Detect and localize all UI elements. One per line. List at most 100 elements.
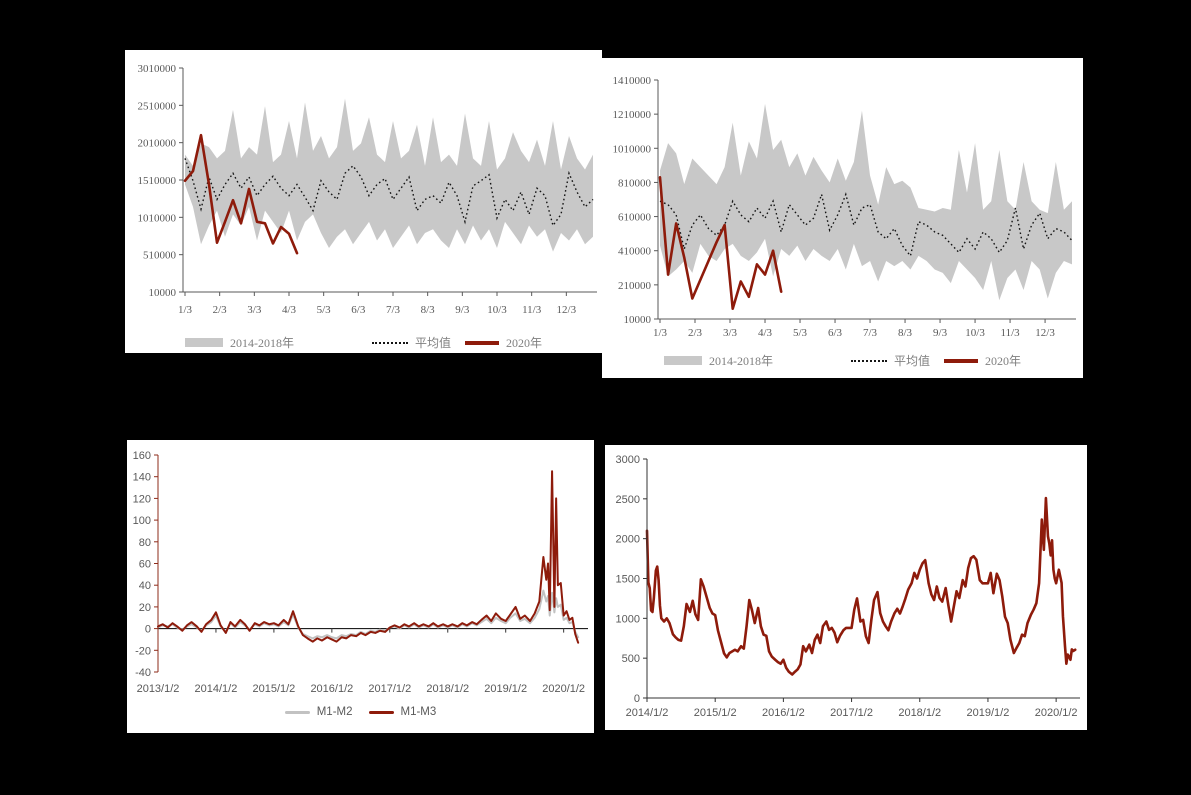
y-tick-label: 1210000 xyxy=(613,109,652,121)
x-tick-label: 2018/1/2 xyxy=(898,707,941,719)
gray-line-swatch-icon xyxy=(284,710,310,714)
legend-item-band: 2014-2018年 xyxy=(184,334,294,351)
x-tick-label: 3/3 xyxy=(723,327,738,339)
legend-label: 2014-2018年 xyxy=(229,336,294,350)
y-tick-label: 2000 xyxy=(616,534,640,546)
red-line-swatch-icon xyxy=(944,358,978,363)
x-tick-label: 2014/1/2 xyxy=(626,707,669,719)
--line xyxy=(645,496,1077,676)
x-tick-label: 7/3 xyxy=(863,327,878,339)
y-tick-label: 80 xyxy=(139,537,151,549)
x-tick-label: 7/3 xyxy=(386,304,401,316)
x-tick-label: 1/3 xyxy=(178,304,193,316)
x-tick-label: 2015/1/2 xyxy=(694,707,737,719)
m1-m2-line xyxy=(157,589,580,640)
x-tick-label: 2019/1/2 xyxy=(484,683,527,695)
chart-legend: M1-M2 M1-M3 xyxy=(127,706,594,718)
x-tick-label: 11/3 xyxy=(1000,327,1020,339)
m1-m3-line xyxy=(157,470,580,644)
chart-legend: 2014-2018年 平均值 2020年 xyxy=(602,352,1083,369)
2020--line xyxy=(658,176,783,311)
x-tick-label: 2016/1/2 xyxy=(762,707,805,719)
legend-item-m1-m2: M1-M2 xyxy=(284,706,353,718)
y-tick-label: 410000 xyxy=(618,246,652,258)
y-tick-label: 10000 xyxy=(624,314,652,326)
legend-label: M1-M2 xyxy=(316,706,353,718)
x-tick-label: 5/3 xyxy=(793,327,808,339)
x-tick-label: 6/3 xyxy=(351,304,366,316)
legend-label: 2020年 xyxy=(985,354,1022,368)
band-swatch-icon xyxy=(663,356,702,365)
x-tick-label: 11/3 xyxy=(522,304,542,316)
price-series-chart: 3000 2500 2000 1500 1000 500 0 2014/1/2 2015/1/2… xyxy=(616,454,1080,719)
legend-item-average: 平均值 xyxy=(371,334,451,351)
legend-item-band: 2014-2018年 xyxy=(663,352,773,369)
y-tick-label: 100 xyxy=(133,515,151,527)
legend-label: M1-M3 xyxy=(400,706,437,718)
legend-item-average: 平均值 xyxy=(850,352,930,369)
x-tick-label: 2014/1/2 xyxy=(195,683,238,695)
weekly-range-large-chart: 3010000 2510000 2010000 1510000 1010000 51000… xyxy=(138,63,597,316)
red-line-swatch-icon xyxy=(368,710,394,714)
chart-panel-weekly-range-small: 1410000 1210000 1010000 810000 610000 410000 2… xyxy=(602,58,1083,378)
y-tick-label: -40 xyxy=(135,667,151,679)
x-tick-label: 2020/1/2 xyxy=(542,683,585,695)
legend-label: 平均值 xyxy=(414,336,451,350)
y-tick-label: 3000 xyxy=(616,454,640,466)
band-area xyxy=(185,98,593,252)
x-tick-label: 2013/1/2 xyxy=(137,683,180,695)
x-tick-label: 1/3 xyxy=(653,327,668,339)
legend-label: 2020年 xyxy=(506,336,543,350)
x-tick-label: 9/3 xyxy=(933,327,948,339)
x-tick-label: 2016/1/2 xyxy=(310,683,353,695)
y-tick-label: 120 xyxy=(133,493,151,505)
y-tick-label: 160 xyxy=(133,450,151,462)
x-tick-label: 2/3 xyxy=(213,304,228,316)
y-tick-label: 60 xyxy=(139,559,151,571)
2020--line xyxy=(183,133,299,255)
legend-label: 2014-2018年 xyxy=(708,354,773,368)
y-tick-label: 2010000 xyxy=(138,138,177,150)
y-tick-label: 1410000 xyxy=(613,75,652,87)
y-tick-label: 1510000 xyxy=(138,175,177,187)
y-tick-label: 3010000 xyxy=(138,63,177,75)
x-tick-label: 2015/1/2 xyxy=(252,683,295,695)
y-tick-label: 1500 xyxy=(616,574,640,586)
legend-label: 平均值 xyxy=(893,354,930,368)
y-tick-label: 0 xyxy=(145,624,151,636)
legend-item-2020: 2020年 xyxy=(944,352,1021,369)
y-tick-label: 2500 xyxy=(616,494,640,506)
x-tick-label: 2017/1/2 xyxy=(830,707,873,719)
average-dotted-line xyxy=(659,191,1073,258)
average-dotted-line xyxy=(184,158,594,228)
x-tick-label: 5/3 xyxy=(317,304,332,316)
y-tick-label: 0 xyxy=(634,693,640,705)
y-tick-label: 20 xyxy=(139,602,151,614)
y-tick-label: 1010000 xyxy=(613,143,652,155)
red-line-swatch-icon xyxy=(465,340,499,345)
y-tick-label: 40 xyxy=(139,580,151,592)
y-tick-label: 1010000 xyxy=(138,212,177,224)
x-tick-label: 6/3 xyxy=(828,327,843,339)
y-tick-label: 810000 xyxy=(618,177,652,189)
chart-panel-price-series: 3000 2500 2000 1500 1000 500 0 2014/1/2 2015/1/2… xyxy=(605,445,1087,730)
x-tick-label: 8/3 xyxy=(898,327,913,339)
x-tick-label: 2017/1/2 xyxy=(368,683,411,695)
x-tick-label: 2/3 xyxy=(688,327,703,339)
chart-panel-m1-spread: 160 140 120 100 80 60 40 20 0 -20 -40 2013/1/2 2014/… xyxy=(127,440,594,733)
x-tick-label: 12/3 xyxy=(557,304,577,316)
x-tick-label: 4/3 xyxy=(758,327,773,339)
x-tick-label: 3/3 xyxy=(247,304,262,316)
y-tick-label: 1000 xyxy=(616,613,640,625)
dotted-line-swatch-icon xyxy=(850,359,887,362)
band-swatch-icon xyxy=(184,338,223,347)
x-tick-label: 4/3 xyxy=(282,304,297,316)
x-tick-label: 10/3 xyxy=(487,304,507,316)
x-tick-label: 12/3 xyxy=(1035,327,1055,339)
x-tick-label: 8/3 xyxy=(421,304,436,316)
y-tick-label: 610000 xyxy=(618,212,652,224)
x-tick-label: 2018/1/2 xyxy=(426,683,469,695)
x-tick-label: 9/3 xyxy=(455,304,470,316)
y-tick-label: 140 xyxy=(133,472,151,484)
